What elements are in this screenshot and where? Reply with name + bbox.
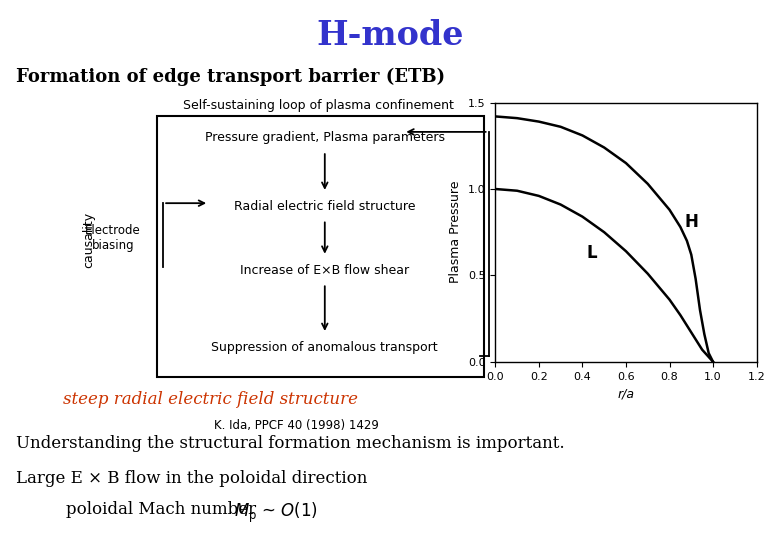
Text: Pressure gradient, Plasma parameters: Pressure gradient, Plasma parameters: [205, 131, 445, 144]
X-axis label: r/a: r/a: [618, 387, 634, 400]
Y-axis label: Plasma Pressure: Plasma Pressure: [449, 181, 463, 284]
Text: Formation of edge transport barrier (ETB): Formation of edge transport barrier (ETB…: [16, 68, 445, 86]
Text: Understanding the structural formation mechanism is important.: Understanding the structural formation m…: [16, 435, 564, 451]
Bar: [157, 116, 484, 377]
Text: Self-sustaining loop of plasma confinement: Self-sustaining loop of plasma confineme…: [183, 99, 454, 112]
Text: H: H: [685, 213, 699, 231]
Text: L: L: [587, 244, 597, 262]
Text: Increase of E×B flow shear: Increase of E×B flow shear: [240, 264, 410, 276]
Text: K. Ida, PPCF 40 (1998) 1429: K. Ida, PPCF 40 (1998) 1429: [214, 418, 379, 431]
Text: causality: causality: [83, 212, 95, 268]
Text: Large E × B flow in the poloidal direction: Large E × B flow in the poloidal directi…: [16, 470, 367, 487]
Text: H-mode: H-mode: [316, 19, 464, 52]
Text: poloidal Mach number: poloidal Mach number: [66, 501, 261, 518]
Text: Electrode
biasing: Electrode biasing: [85, 224, 141, 252]
Text: Radial electric field structure: Radial electric field structure: [234, 200, 416, 213]
Text: Suppression of anomalous transport: Suppression of anomalous transport: [211, 341, 438, 354]
Text: $M_\mathrm{p}$ ~ $\mathit{O}(1)$: $M_\mathrm{p}$ ~ $\mathit{O}(1)$: [234, 501, 318, 525]
Text: steep radial electric field structure: steep radial electric field structure: [63, 392, 358, 408]
